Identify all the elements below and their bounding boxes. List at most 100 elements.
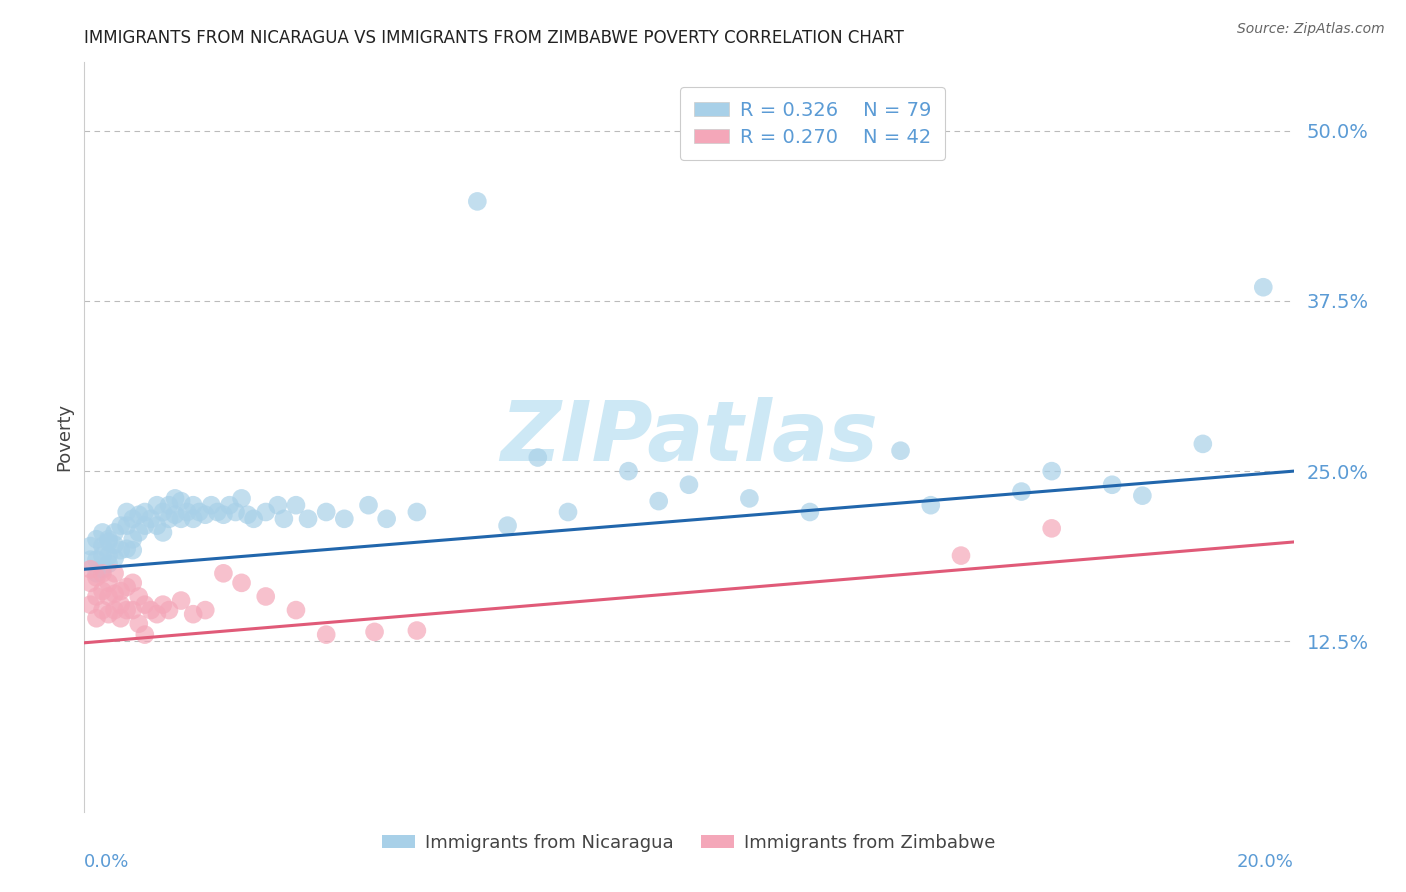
Text: IMMIGRANTS FROM NICARAGUA VS IMMIGRANTS FROM ZIMBABWE POVERTY CORRELATION CHART: IMMIGRANTS FROM NICARAGUA VS IMMIGRANTS …: [84, 29, 904, 47]
Immigrants from Nicaragua: [890, 443, 912, 458]
Immigrants from Zimbabwe: [157, 603, 180, 617]
Immigrants from Nicaragua: [181, 498, 204, 512]
Immigrants from Nicaragua: [738, 491, 761, 506]
Immigrants from Nicaragua: [176, 505, 198, 519]
Immigrants from Nicaragua: [152, 505, 174, 519]
Immigrants from Nicaragua: [212, 508, 235, 522]
Immigrants from Zimbabwe: [79, 598, 101, 612]
Immigrants from Nicaragua: [110, 518, 132, 533]
Immigrants from Nicaragua: [128, 508, 150, 522]
Immigrants from Nicaragua: [165, 491, 187, 506]
Immigrants from Zimbabwe: [231, 575, 253, 590]
Immigrants from Nicaragua: [139, 512, 162, 526]
Immigrants from Zimbabwe: [104, 566, 127, 581]
Immigrants from Zimbabwe: [134, 627, 156, 641]
Immigrants from Zimbabwe: [97, 575, 120, 590]
Immigrants from Zimbabwe: [363, 624, 385, 639]
Immigrants from Nicaragua: [91, 539, 114, 553]
Immigrants from Nicaragua: [678, 477, 700, 491]
Immigrants from Zimbabwe: [91, 603, 114, 617]
Immigrants from Nicaragua: [134, 518, 156, 533]
Immigrants from Nicaragua: [218, 498, 240, 512]
Immigrants from Nicaragua: [467, 194, 489, 209]
Immigrants from Nicaragua: [86, 566, 108, 581]
Immigrants from Nicaragua: [1192, 437, 1215, 451]
Immigrants from Nicaragua: [115, 518, 138, 533]
Immigrants from Zimbabwe: [128, 590, 150, 604]
Immigrants from Zimbabwe: [254, 590, 277, 604]
Immigrants from Nicaragua: [91, 549, 114, 563]
Immigrants from Nicaragua: [121, 512, 143, 526]
Immigrants from Nicaragua: [285, 498, 308, 512]
Immigrants from Nicaragua: [115, 505, 138, 519]
Immigrants from Nicaragua: [134, 505, 156, 519]
Immigrants from Zimbabwe: [212, 566, 235, 581]
Immigrants from Zimbabwe: [285, 603, 308, 617]
Immigrants from Nicaragua: [110, 543, 132, 558]
Immigrants from Nicaragua: [225, 505, 247, 519]
Immigrants from Zimbabwe: [121, 603, 143, 617]
Immigrants from Nicaragua: [242, 512, 264, 526]
Immigrants from Nicaragua: [115, 541, 138, 556]
Immigrants from Zimbabwe: [110, 611, 132, 625]
Immigrants from Nicaragua: [86, 533, 108, 547]
Immigrants from Nicaragua: [91, 525, 114, 540]
Immigrants from Nicaragua: [104, 551, 127, 566]
Immigrants from Nicaragua: [207, 505, 229, 519]
Immigrants from Zimbabwe: [91, 566, 114, 581]
Immigrants from Zimbabwe: [79, 562, 101, 576]
Immigrants from Nicaragua: [97, 557, 120, 571]
Immigrants from Nicaragua: [557, 505, 579, 519]
Immigrants from Zimbabwe: [170, 593, 193, 607]
Immigrants from Zimbabwe: [128, 616, 150, 631]
Immigrants from Nicaragua: [254, 505, 277, 519]
Immigrants from Zimbabwe: [181, 607, 204, 622]
Immigrants from Nicaragua: [617, 464, 640, 478]
Immigrants from Zimbabwe: [86, 611, 108, 625]
Immigrants from Zimbabwe: [91, 584, 114, 599]
Immigrants from Zimbabwe: [406, 624, 429, 638]
Immigrants from Nicaragua: [97, 535, 120, 549]
Immigrants from Zimbabwe: [1040, 521, 1063, 535]
Immigrants from Nicaragua: [152, 525, 174, 540]
Immigrants from Nicaragua: [86, 552, 108, 566]
Immigrants from Zimbabwe: [110, 598, 132, 612]
Text: Source: ZipAtlas.com: Source: ZipAtlas.com: [1237, 22, 1385, 37]
Immigrants from Nicaragua: [194, 508, 217, 522]
Immigrants from Nicaragua: [1253, 280, 1275, 294]
Text: 0.0%: 0.0%: [84, 853, 129, 871]
Immigrants from Nicaragua: [79, 552, 101, 566]
Immigrants from Zimbabwe: [194, 603, 217, 617]
Legend: Immigrants from Nicaragua, Immigrants from Zimbabwe: Immigrants from Nicaragua, Immigrants fr…: [375, 827, 1002, 859]
Immigrants from Nicaragua: [170, 494, 193, 508]
Immigrants from Nicaragua: [333, 512, 356, 526]
Immigrants from Nicaragua: [527, 450, 550, 465]
Immigrants from Zimbabwe: [110, 584, 132, 599]
Immigrants from Nicaragua: [146, 518, 169, 533]
Immigrants from Nicaragua: [157, 512, 180, 526]
Immigrants from Zimbabwe: [97, 607, 120, 622]
Immigrants from Zimbabwe: [315, 627, 337, 641]
Immigrants from Nicaragua: [128, 525, 150, 540]
Immigrants from Nicaragua: [920, 498, 942, 512]
Immigrants from Nicaragua: [799, 505, 821, 519]
Immigrants from Nicaragua: [165, 508, 187, 522]
Immigrants from Nicaragua: [236, 508, 259, 522]
Immigrants from Nicaragua: [104, 525, 127, 540]
Immigrants from Nicaragua: [357, 498, 380, 512]
Immigrants from Nicaragua: [1130, 489, 1153, 503]
Text: ZIPatlas: ZIPatlas: [501, 397, 877, 477]
Immigrants from Zimbabwe: [97, 590, 120, 604]
Immigrants from Nicaragua: [121, 543, 143, 558]
Immigrants from Zimbabwe: [152, 598, 174, 612]
Immigrants from Zimbabwe: [950, 549, 973, 563]
Immigrants from Zimbabwe: [104, 587, 127, 601]
Immigrants from Zimbabwe: [134, 598, 156, 612]
Immigrants from Zimbabwe: [79, 575, 101, 590]
Immigrants from Nicaragua: [121, 533, 143, 547]
Immigrants from Nicaragua: [1040, 464, 1063, 478]
Immigrants from Nicaragua: [79, 539, 101, 553]
Immigrants from Nicaragua: [315, 505, 337, 519]
Immigrants from Nicaragua: [1011, 484, 1033, 499]
Immigrants from Zimbabwe: [86, 570, 108, 584]
